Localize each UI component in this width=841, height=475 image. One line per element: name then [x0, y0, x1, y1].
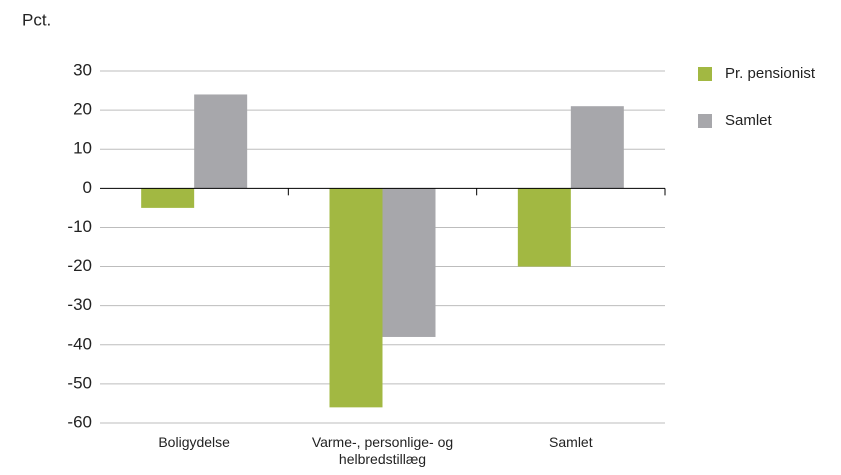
x-tick-label: Samlet: [549, 434, 593, 450]
legend-label: Pr. pensionist: [725, 65, 816, 82]
y-tick-label: -60: [67, 412, 92, 431]
x-tick-label: Varme-, personlige- og helbredstillæg: [311, 434, 454, 467]
bar: [141, 188, 195, 208]
legend-swatch: [698, 67, 712, 81]
y-tick-label: -20: [67, 256, 92, 275]
bar: [194, 94, 248, 189]
y-tick-label: -30: [67, 295, 92, 314]
y-tick-label: -10: [67, 217, 92, 236]
x-tick-label: Boligydelse: [158, 434, 230, 450]
bar: [570, 106, 624, 189]
y-tick-label: 10: [73, 139, 92, 158]
bar: [382, 188, 436, 337]
y-tick-label: 0: [83, 178, 92, 197]
legend-swatch: [698, 114, 712, 128]
legend-label: Samlet: [725, 112, 773, 129]
y-tick-label: 30: [73, 60, 92, 79]
y-tick-label: -40: [67, 334, 92, 353]
y-tick-label: -50: [67, 373, 92, 392]
y-tick-label: 20: [73, 100, 92, 119]
y-axis-label: Pct.: [22, 10, 51, 29]
bar: [517, 188, 571, 267]
bar: [329, 188, 383, 408]
